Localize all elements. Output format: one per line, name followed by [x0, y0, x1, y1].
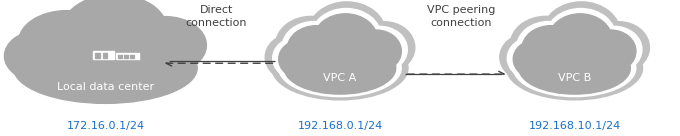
Ellipse shape — [18, 11, 115, 73]
Text: 192.168.0.1/24: 192.168.0.1/24 — [297, 121, 383, 132]
Bar — [131, 57, 134, 58]
Ellipse shape — [273, 37, 322, 79]
Ellipse shape — [354, 22, 415, 73]
Ellipse shape — [587, 26, 642, 73]
Bar — [124, 57, 128, 58]
Ellipse shape — [500, 34, 554, 81]
Ellipse shape — [507, 37, 556, 79]
Text: VPC B: VPC B — [558, 72, 591, 83]
Bar — [118, 57, 122, 58]
Text: 172.16.0.1/24: 172.16.0.1/24 — [67, 121, 144, 132]
Bar — [95, 57, 100, 58]
Ellipse shape — [519, 42, 630, 94]
Ellipse shape — [272, 36, 408, 100]
Text: VPC peering
connection: VPC peering connection — [427, 5, 495, 27]
Ellipse shape — [507, 36, 643, 100]
Bar — [131, 55, 134, 56]
Ellipse shape — [4, 30, 78, 82]
Text: VPC A: VPC A — [324, 72, 356, 83]
Ellipse shape — [265, 34, 320, 81]
Ellipse shape — [288, 26, 346, 72]
Ellipse shape — [308, 2, 386, 66]
Text: Local data center: Local data center — [57, 82, 154, 92]
Ellipse shape — [510, 16, 582, 73]
Ellipse shape — [279, 40, 323, 78]
Ellipse shape — [542, 2, 620, 66]
Ellipse shape — [279, 39, 401, 97]
Ellipse shape — [62, 0, 167, 65]
Bar — [92, 51, 114, 59]
Ellipse shape — [522, 26, 581, 72]
Ellipse shape — [282, 21, 346, 72]
Bar — [95, 55, 100, 56]
Ellipse shape — [276, 16, 347, 73]
Ellipse shape — [124, 17, 207, 74]
Bar — [103, 57, 107, 58]
Ellipse shape — [588, 22, 649, 73]
Text: 192.168.10.1/24: 192.168.10.1/24 — [528, 121, 621, 132]
Ellipse shape — [351, 30, 401, 72]
Bar — [103, 53, 107, 54]
Ellipse shape — [313, 14, 377, 66]
Ellipse shape — [585, 30, 636, 72]
Bar — [116, 53, 139, 59]
Ellipse shape — [545, 9, 616, 66]
Bar — [95, 53, 100, 54]
Ellipse shape — [311, 9, 381, 66]
Bar — [118, 55, 122, 56]
Ellipse shape — [513, 39, 636, 97]
Ellipse shape — [548, 14, 612, 66]
Ellipse shape — [517, 21, 581, 72]
Ellipse shape — [352, 26, 407, 73]
Ellipse shape — [513, 40, 558, 78]
Bar — [124, 55, 128, 56]
Ellipse shape — [14, 33, 197, 103]
Ellipse shape — [284, 42, 396, 94]
Bar — [103, 55, 107, 56]
Text: Direct
connection: Direct connection — [186, 5, 247, 27]
